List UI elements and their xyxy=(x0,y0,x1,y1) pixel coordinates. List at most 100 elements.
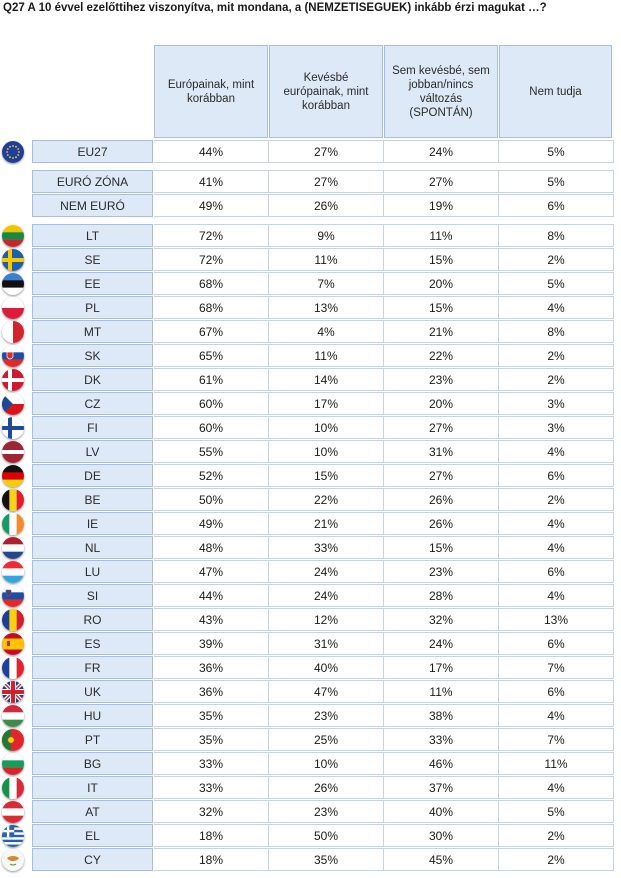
column-header-more-european: Európainak, mint korábban xyxy=(154,45,268,138)
value-cell: 26% xyxy=(384,512,499,535)
value-cell: 50% xyxy=(154,488,269,511)
table-row: FI 60% 10% 27% 3% xyxy=(0,416,621,440)
table-row: HU 35% 23% 38% 4% xyxy=(0,704,621,728)
value-cell: 68% xyxy=(154,296,269,319)
row-label: LU xyxy=(32,560,153,583)
value-cell: 49% xyxy=(154,512,269,535)
ee-flag-icon xyxy=(2,273,24,295)
value-cell: 11% xyxy=(384,224,499,247)
value-cell: 49% xyxy=(154,194,269,217)
lv-flag-icon xyxy=(2,441,24,463)
value-cell: 22% xyxy=(384,344,499,367)
fr-flag-icon xyxy=(2,657,24,679)
row-label: RO xyxy=(32,608,153,631)
value-cell: 2% xyxy=(499,824,614,847)
table-row: UK 36% 47% 11% 6% xyxy=(0,680,621,704)
value-cell: 25% xyxy=(269,728,384,751)
table-row: NL 48% 33% 15% 4% xyxy=(0,536,621,560)
value-cell: 24% xyxy=(269,584,384,607)
value-cell: 11% xyxy=(269,344,384,367)
table-row: DE 52% 15% 27% 6% xyxy=(0,464,621,488)
value-cell: 6% xyxy=(499,680,614,703)
value-cell: 38% xyxy=(384,704,499,727)
value-cell: 32% xyxy=(154,800,269,823)
ie-flag-icon xyxy=(2,513,24,535)
value-cell: 32% xyxy=(384,608,499,631)
table-row: EU27 44% 27% 24% 5% xyxy=(0,140,621,164)
value-cell: 8% xyxy=(499,224,614,247)
value-cell: 40% xyxy=(269,656,384,679)
table-row: FR 36% 40% 17% 7% xyxy=(0,656,621,680)
value-cell: 24% xyxy=(384,632,499,655)
value-cell: 27% xyxy=(384,416,499,439)
row-label: MT xyxy=(32,320,153,343)
value-cell: 44% xyxy=(154,584,269,607)
cy-flag-icon xyxy=(2,849,24,871)
row-label: LV xyxy=(32,440,153,463)
value-cell: 4% xyxy=(499,296,614,319)
pl-flag-icon xyxy=(2,297,24,319)
value-cell: 13% xyxy=(269,296,384,319)
sk-flag-icon xyxy=(2,345,24,367)
value-cell: 10% xyxy=(269,440,384,463)
value-cell: 7% xyxy=(269,272,384,295)
table-row: ES 39% 31% 24% 6% xyxy=(0,632,621,656)
column-header-less-european: Kevésbé európainak, mint korábban xyxy=(269,45,383,138)
table-row: SE 72% 11% 15% 2% xyxy=(0,248,621,272)
table-row: SI 44% 24% 28% 4% xyxy=(0,584,621,608)
value-cell: 31% xyxy=(269,632,384,655)
value-cell: 4% xyxy=(499,512,614,535)
value-cell: 2% xyxy=(499,848,614,871)
row-label: PL xyxy=(32,296,153,319)
value-cell: 5% xyxy=(499,170,614,193)
value-cell: 26% xyxy=(269,194,384,217)
value-cell: 27% xyxy=(384,464,499,487)
row-label: IT xyxy=(32,776,153,799)
row-label: SE xyxy=(32,248,153,271)
uk-flag-icon xyxy=(2,681,24,703)
value-cell: 3% xyxy=(499,392,614,415)
row-label: EL xyxy=(32,824,153,847)
ro-flag-icon xyxy=(2,609,24,631)
value-cell: 4% xyxy=(499,584,614,607)
value-cell: 17% xyxy=(269,392,384,415)
value-cell: 36% xyxy=(154,680,269,703)
value-cell: 23% xyxy=(269,800,384,823)
value-cell: 4% xyxy=(269,320,384,343)
value-cell: 68% xyxy=(154,272,269,295)
value-cell: 2% xyxy=(499,344,614,367)
row-label: AT xyxy=(32,800,153,823)
cz-flag-icon xyxy=(2,393,24,415)
table-row: PT 35% 25% 33% 7% xyxy=(0,728,621,752)
value-cell: 14% xyxy=(269,368,384,391)
value-cell: 37% xyxy=(384,776,499,799)
row-label: DE xyxy=(32,464,153,487)
value-cell: 48% xyxy=(154,536,269,559)
el-flag-icon xyxy=(2,825,24,847)
column-header-dont-know: Nem tudja xyxy=(499,45,612,138)
value-cell: 60% xyxy=(154,392,269,415)
table-row: EL 18% 50% 30% 2% xyxy=(0,824,621,848)
value-cell: 5% xyxy=(499,140,614,163)
value-cell: 47% xyxy=(269,680,384,703)
value-cell: 24% xyxy=(269,560,384,583)
row-label: NL xyxy=(32,536,153,559)
table-row: EURÓ ZÓNA 41% 27% 27% 5% xyxy=(0,170,621,194)
value-cell: 21% xyxy=(384,320,499,343)
es-flag-icon xyxy=(2,633,24,655)
row-label: EURÓ ZÓNA xyxy=(32,170,153,193)
value-cell: 4% xyxy=(499,440,614,463)
table-row: CZ 60% 17% 20% 3% xyxy=(0,392,621,416)
table-row: SK 65% 11% 22% 2% xyxy=(0,344,621,368)
value-cell: 46% xyxy=(384,752,499,775)
si-flag-icon xyxy=(2,585,24,607)
value-cell: 45% xyxy=(384,848,499,871)
value-cell: 15% xyxy=(384,296,499,319)
table-header: Európainak, mint korábban Kevésbé európa… xyxy=(154,45,613,138)
row-label: NEM EURÓ xyxy=(32,194,153,217)
question-title: Q27 A 10 évvel ezelőttihez viszonyítva, … xyxy=(3,2,547,14)
value-cell: 17% xyxy=(384,656,499,679)
table-row: IT 33% 26% 37% 4% xyxy=(0,776,621,800)
value-cell: 31% xyxy=(384,440,499,463)
value-cell: 35% xyxy=(154,704,269,727)
